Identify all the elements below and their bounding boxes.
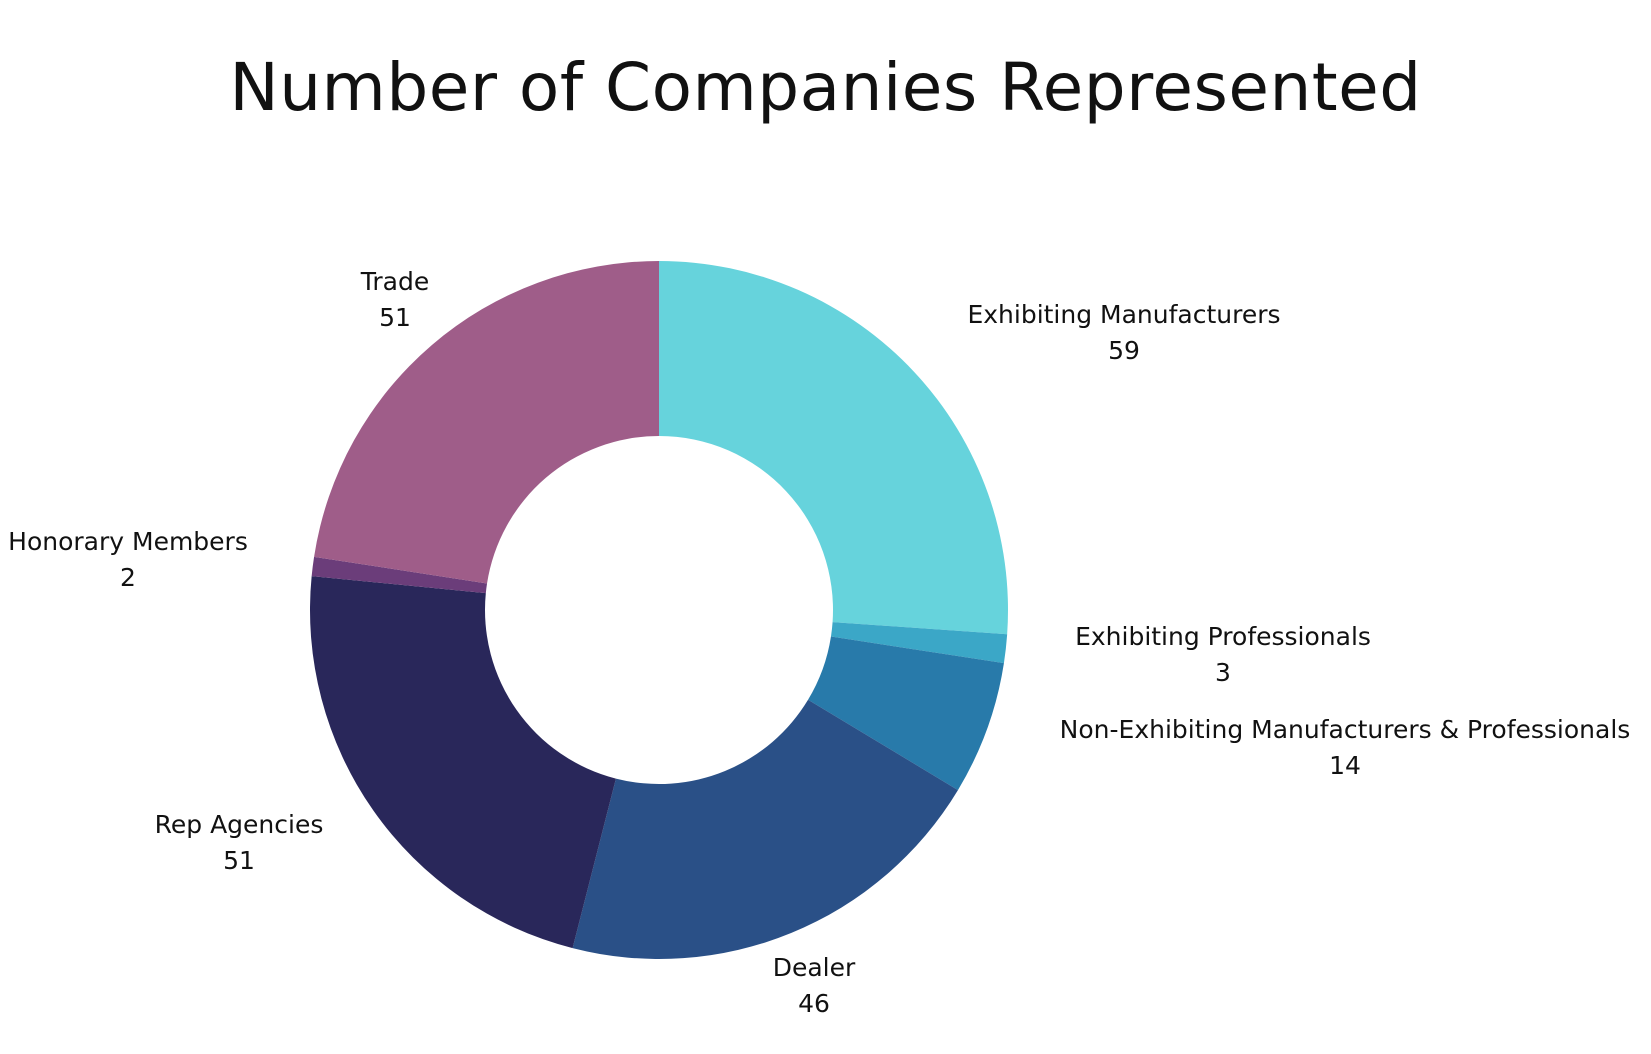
slice-exhibiting-manufacturers: [659, 261, 1008, 635]
label-name: Dealer: [772, 953, 856, 982]
slice-dealer: [572, 699, 958, 960]
label-value: 51: [223, 846, 255, 875]
label-dealer: Dealer 46: [773, 950, 856, 1022]
label-value: 14: [1329, 751, 1361, 780]
label-trade: Trade 51: [361, 264, 429, 336]
label-name: Honorary Members: [8, 527, 248, 556]
slice-honorary-members: [311, 556, 488, 594]
label-exhibiting-professionals: Exhibiting Professionals 3: [1075, 619, 1371, 691]
label-non-exhibiting: Non-Exhibiting Manufacturers & Professio…: [1060, 712, 1631, 784]
label-name: Exhibiting Manufacturers: [967, 300, 1281, 329]
label-name: Non-Exhibiting Manufacturers & Professio…: [1059, 715, 1631, 744]
label-value: 59: [1108, 336, 1140, 365]
label-value: 2: [120, 563, 136, 592]
label-value: 51: [379, 303, 411, 332]
chart-title: Number of Companies Represented: [229, 49, 1422, 126]
label-value: 46: [798, 989, 830, 1018]
label-rep-agencies: Rep Agencies 51: [155, 807, 324, 879]
slice-rep-agencies: [310, 576, 616, 949]
label-value: 3: [1215, 658, 1231, 687]
label-name: Trade: [360, 267, 430, 296]
label-name: Exhibiting Professionals: [1075, 622, 1371, 651]
label-name: Rep Agencies: [154, 810, 324, 839]
slice-trade: [314, 261, 659, 584]
label-honorary-members: Honorary Members 2: [8, 524, 248, 596]
label-exhibiting-manufacturers: Exhibiting Manufacturers 59: [967, 297, 1280, 369]
slice-non-exhibiting-manufacturers-and-professionals: [808, 636, 1004, 791]
slice-exhibiting-professionals: [830, 622, 1008, 664]
